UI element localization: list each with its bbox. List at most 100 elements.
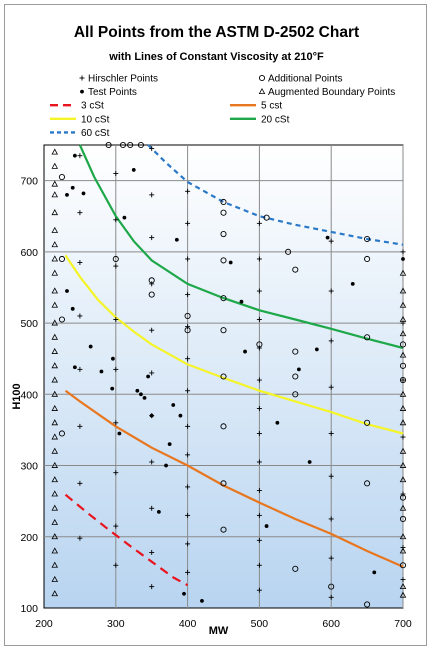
hirschler-point — [328, 555, 334, 561]
additional-point — [119, 141, 127, 149]
boundary-point — [51, 390, 59, 397]
boundary-point — [51, 504, 59, 511]
hirschler-point — [256, 345, 262, 351]
plot-area — [43, 144, 404, 609]
hirschler-point — [149, 281, 155, 287]
test-point — [314, 347, 319, 352]
boundary-point — [399, 461, 407, 468]
hirschler-point — [113, 562, 119, 568]
additional-point — [292, 391, 299, 398]
additional-point — [148, 277, 155, 284]
additional-point — [220, 480, 227, 487]
boundary-point — [51, 180, 59, 187]
additional-point — [220, 257, 227, 264]
additional-point — [364, 480, 371, 487]
x-tick-label: 600 — [322, 618, 340, 630]
test-point — [149, 413, 154, 418]
boundary-point — [399, 330, 407, 337]
test-point — [178, 413, 183, 418]
hirschler-point — [149, 459, 155, 465]
legend: Hirschler Points Additional Points Test Po… — [50, 74, 395, 139]
test-point — [228, 260, 233, 265]
hirschler-point — [113, 470, 119, 476]
hirschler-point — [328, 338, 334, 344]
test-point — [142, 395, 147, 400]
hirschler-point — [149, 146, 155, 152]
legend-item: Augmented Boundary Points — [258, 87, 395, 98]
hirschler-point — [185, 188, 191, 194]
hirschler-point — [400, 491, 406, 497]
x-tick-label: 700 — [394, 618, 412, 630]
test-point — [182, 591, 186, 596]
additional-point — [184, 312, 191, 320]
hirschler-point — [185, 484, 191, 490]
boundary-point — [399, 315, 407, 322]
hirschler-point — [328, 430, 334, 436]
boundary-point — [51, 404, 59, 411]
test-point — [110, 386, 115, 391]
y-tick-label: 400 — [20, 389, 38, 401]
test-point — [88, 344, 93, 349]
series-line-20-cst — [78, 144, 404, 350]
hirschler-point — [149, 584, 155, 590]
x-axis-title: MW — [209, 625, 229, 637]
boundary-point — [399, 582, 407, 590]
boundary-point — [51, 287, 59, 294]
boundary-point — [51, 255, 59, 262]
series-line-10-cst — [64, 254, 404, 435]
hirschler-point — [185, 256, 191, 262]
y-tick-label: 100 — [20, 603, 38, 615]
additional-point — [148, 291, 155, 298]
test-point — [135, 388, 140, 393]
additional-point — [364, 601, 371, 608]
hirschler-point — [113, 420, 119, 426]
hirschler-point — [256, 562, 262, 568]
x-tick-label: 200 — [35, 618, 53, 630]
test-point — [139, 392, 143, 397]
test-point — [200, 598, 204, 603]
additional-point — [292, 565, 299, 572]
additional-point — [285, 248, 292, 255]
additional-point — [220, 209, 227, 216]
boundary-point — [51, 561, 59, 568]
additional-point — [58, 255, 66, 263]
additional-point — [220, 423, 227, 430]
test-point — [131, 168, 136, 172]
x-tick-label: 300 — [107, 618, 125, 630]
test-point — [174, 237, 179, 242]
boundary-point — [51, 547, 59, 554]
hirschler-point — [113, 366, 119, 372]
additional-point — [364, 255, 371, 263]
test-point — [401, 257, 405, 261]
hirschler-point — [149, 505, 155, 511]
legend-item: 10 cSt — [50, 114, 110, 125]
additional-point — [399, 515, 407, 523]
hirschler-point — [328, 288, 334, 294]
legend-label: 60 cSt — [81, 128, 110, 139]
axes: 200 300 400 500 600 700 100 200 300 400 500 600 700 — [20, 176, 411, 630]
data-points — [51, 141, 407, 608]
hirschler-point — [113, 170, 119, 176]
additional-point — [399, 494, 407, 501]
hirschler-point — [256, 587, 262, 593]
boundary-point — [399, 404, 407, 411]
test-point — [122, 215, 127, 220]
viscosity-lines — [64, 144, 404, 587]
additional-point — [292, 373, 299, 380]
legend-label: 20 cSt — [261, 114, 290, 125]
legend-label: Test Points — [88, 87, 137, 98]
hirschler-point — [77, 210, 83, 216]
legend-label: 3 cSt — [81, 101, 104, 112]
test-point — [325, 235, 330, 240]
additional-point — [58, 316, 66, 323]
test-point — [164, 463, 168, 468]
additional-point — [220, 198, 227, 206]
hirschler-point — [328, 238, 334, 244]
hirschler-point — [113, 263, 119, 269]
hirschler-point — [256, 537, 262, 543]
hirschler-point — [400, 249, 406, 255]
hirschler-point — [400, 577, 406, 583]
chart-subtitle: with Lines of Constant Viscosity at 210°… — [109, 51, 324, 63]
additional-point — [105, 141, 112, 149]
